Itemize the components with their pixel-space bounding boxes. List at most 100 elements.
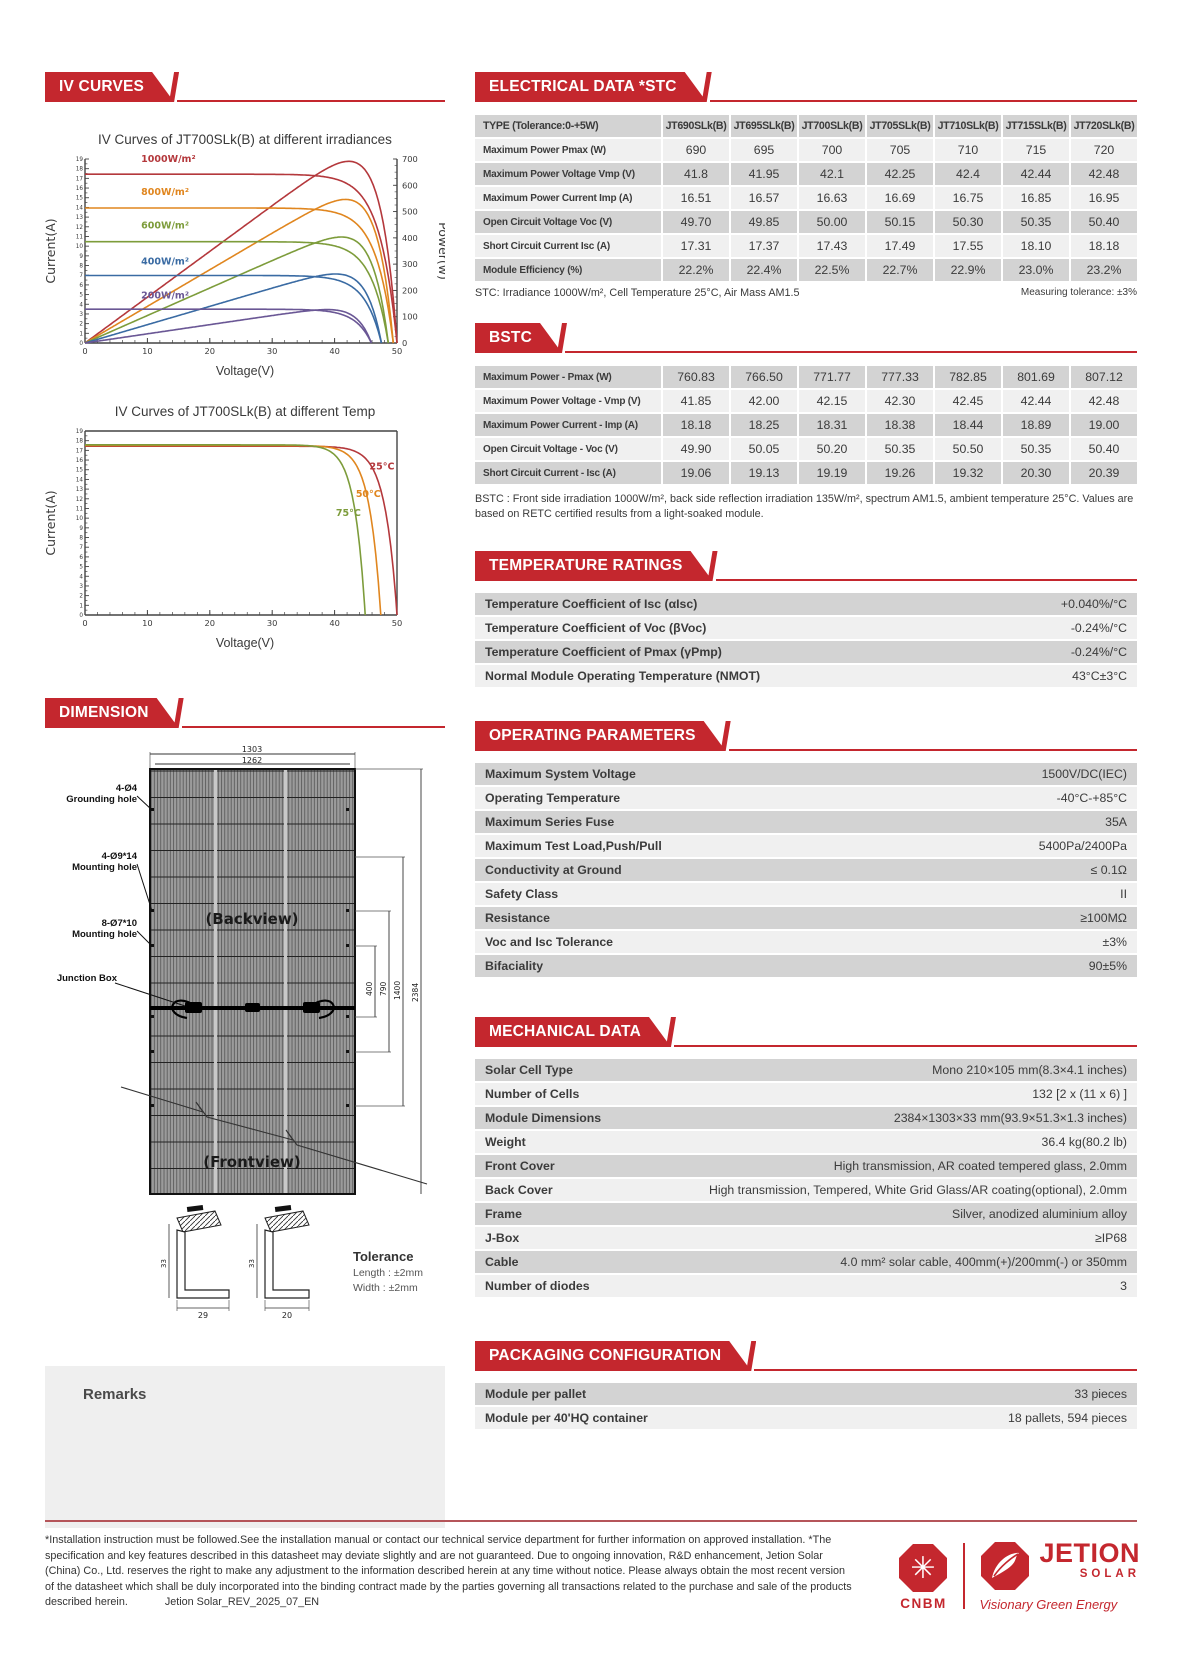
svg-text:13: 13: [76, 215, 84, 221]
dim-frame-w2: 20: [282, 1311, 292, 1320]
bstc-banner: BSTC: [475, 323, 1137, 353]
svg-text:10: 10: [142, 346, 153, 356]
iv-curves-banner: IV CURVES: [45, 72, 445, 102]
table-cell-value: 49.70: [663, 211, 729, 233]
svg-text:17: 17: [76, 448, 84, 454]
svg-text:10: 10: [142, 618, 153, 628]
banner-line: [754, 1341, 1137, 1371]
table-cell-value: 782.85: [935, 366, 1001, 388]
mechanical-data-banner-title: MECHANICAL DATA: [475, 1017, 671, 1047]
tolerance-length: Length : ±2mm: [353, 1267, 423, 1279]
spec-label: Temperature Coefficient of Pmax (γPmp): [485, 645, 722, 659]
table-cell-value: 16.75: [935, 187, 1001, 209]
spec-row: Operating Temperature -40°C-+85°C: [475, 787, 1137, 809]
dim-frame-h2: 33: [248, 1259, 256, 1268]
break-line: [120, 1086, 428, 1185]
svg-text:7: 7: [79, 273, 83, 279]
spec-row: Module per 40'HQ container 18 pallets, 59…: [475, 1407, 1137, 1429]
junction-box-center: [245, 1003, 260, 1012]
svg-text:11: 11: [76, 506, 84, 512]
spec-value: -40°C-+85°C: [1056, 791, 1127, 805]
svg-text:9: 9: [79, 526, 83, 532]
spec-value: -0.24%/°C: [1070, 621, 1127, 635]
junction-box-left: [185, 1002, 202, 1013]
dimension-drawing: (Backview) (Frontview) 1303 1262: [45, 744, 445, 1334]
spec-value: 132 [2 x (11 x 6) ]: [1032, 1087, 1127, 1101]
svg-text:8: 8: [79, 264, 83, 270]
svg-text:1: 1: [79, 603, 83, 609]
banner-stripe: [707, 551, 718, 581]
table-cell-value: 50.40: [1071, 438, 1137, 460]
svg-text:50: 50: [392, 618, 403, 628]
dim-790: 790: [379, 981, 388, 996]
spec-value: 35A: [1105, 815, 1127, 829]
spec-row: Number of Cells 132 [2 x (11 x 6) ]: [475, 1083, 1137, 1105]
spec-row: Maximum Test Load,Push/Pull 5400Pa/2400Pa: [475, 835, 1137, 857]
table-cell-value: 715: [1003, 139, 1069, 161]
table-cell-value: 18.44: [935, 414, 1001, 436]
spec-label: Voc and Isc Tolerance: [485, 935, 614, 949]
spec-label: Front Cover: [485, 1159, 555, 1173]
svg-text:10: 10: [76, 244, 84, 250]
spec-label: Operating Temperature: [485, 791, 621, 805]
spec-label: Resistance: [485, 911, 550, 925]
svg-text:11: 11: [76, 234, 84, 240]
table-row-label: Maximum Power Current Imp (A): [475, 187, 661, 209]
banner-line: [709, 72, 1138, 102]
logo-divider: [963, 1543, 966, 1609]
banner-line: [565, 323, 1137, 353]
disclaimer-text: *Installation instruction must be follow…: [45, 1534, 852, 1609]
table-cell-value: 42.4: [935, 163, 1001, 185]
table-cell-value: 720: [1071, 139, 1137, 161]
dim-1400: 1400: [393, 981, 402, 1000]
spec-value: 90±5%: [1088, 959, 1127, 973]
spec-row: Frame Silver, anodized aluminium alloy: [475, 1203, 1137, 1225]
spec-value: 3: [1120, 1279, 1127, 1293]
svg-text:3: 3: [79, 584, 83, 590]
table-row-label: Maximum Power - Pmax (W): [475, 366, 661, 388]
spec-value: ±3%: [1102, 935, 1127, 949]
dim-frame-h: 33: [160, 1259, 168, 1268]
table-cell-value: 19.13: [731, 462, 797, 484]
table-cell-value: 17.37: [731, 235, 797, 257]
table-cell-value: 760.83: [663, 366, 729, 388]
svg-text:20: 20: [205, 346, 216, 356]
table-cell-value: 50.50: [935, 438, 1001, 460]
spec-label: Maximum System Voltage: [485, 767, 636, 781]
svg-text:14: 14: [76, 477, 84, 483]
spec-value: 4.0 mm² solar cable, 400mm(+)/200mm(-) o…: [840, 1255, 1127, 1269]
svg-text:12: 12: [76, 497, 84, 503]
table-cell-value: 22.2%: [663, 259, 729, 281]
banner-stripe: [169, 72, 180, 102]
irradiance-chart-xlabel: Voltage(V): [215, 364, 275, 378]
type-column-header: JT695SLk(B): [731, 115, 797, 137]
svg-text:12: 12: [76, 225, 84, 231]
frame-profile-1: 33 29: [160, 1205, 230, 1320]
operating-parameters-banner: OPERATING PARAMETERS: [475, 721, 1138, 751]
table-cell-value: 42.1: [799, 163, 865, 185]
svg-text:2: 2: [79, 322, 83, 328]
table-cell-value: 16.57: [731, 187, 797, 209]
dimension-svg: (Backview) (Frontview) 1303 1262: [114, 745, 428, 1320]
grounding-hole-label: 4-Ø4 Grounding hole: [66, 783, 137, 805]
svg-text:3: 3: [79, 312, 83, 318]
table-cell-value: 18.38: [867, 414, 933, 436]
table-cell-value: 23.2%: [1071, 259, 1137, 281]
spec-row: Cable 4.0 mm² solar cable, 400mm(+)/200mm…: [475, 1251, 1137, 1273]
spec-label: Safety Class: [485, 887, 559, 901]
remarks-label: Remarks: [83, 1386, 147, 1403]
datasheet-version: Jetion Solar_REV_2025_07_EN: [164, 1596, 320, 1609]
table-cell-value: 16.63: [799, 187, 865, 209]
spec-value: 43°C±3°C: [1072, 669, 1127, 683]
spec-label: J-Box: [485, 1231, 520, 1245]
spec-label: Solar Cell Type: [485, 1063, 573, 1077]
spec-value: 33 pieces: [1074, 1387, 1127, 1401]
svg-text:1: 1: [79, 331, 83, 337]
spec-value: II: [1120, 887, 1127, 901]
spec-value: -0.24%/°C: [1070, 645, 1127, 659]
spec-label: Number of diodes: [485, 1279, 590, 1293]
type-column-header: JT720SLk(B): [1071, 115, 1137, 137]
svg-text:19: 19: [76, 157, 84, 163]
spec-row: Voc and Isc Tolerance ±3%: [475, 931, 1137, 953]
table-cell-value: 42.25: [867, 163, 933, 185]
